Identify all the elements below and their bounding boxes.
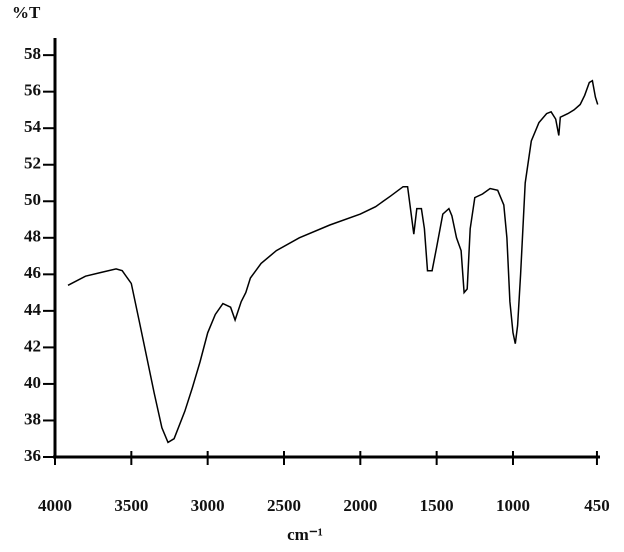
x-tick-label: 3500: [114, 496, 148, 515]
x-tick-label: 2500: [267, 496, 301, 515]
x-tick-label: 1500: [420, 496, 454, 515]
y-tick-label: 42: [24, 336, 41, 355]
x-tick-label: 1000: [496, 496, 530, 515]
y-tick-label: 58: [24, 44, 41, 63]
x-tick-label: 4000: [38, 496, 72, 515]
y-tick-label: 56: [24, 81, 41, 100]
x-tick-label: 450: [584, 496, 610, 515]
y-tick-label: 54: [24, 117, 42, 136]
x-tick-label: 2000: [343, 496, 377, 515]
y-axis-title: %T: [12, 3, 41, 22]
x-tick-label: 3000: [191, 496, 225, 515]
y-tick-label: 36: [24, 446, 41, 465]
x-axis-title: cm⁻¹: [287, 525, 323, 544]
y-tick-label: 50: [24, 190, 41, 209]
spectrum-line: [67, 79, 599, 444]
y-tick-label: 44: [24, 300, 42, 319]
y-tick-label: 46: [24, 263, 41, 282]
y-tick-label: 48: [24, 227, 41, 246]
y-tick-label: 52: [24, 154, 41, 173]
y-tick-label: 38: [24, 409, 41, 428]
y-tick-label: 40: [24, 373, 41, 392]
